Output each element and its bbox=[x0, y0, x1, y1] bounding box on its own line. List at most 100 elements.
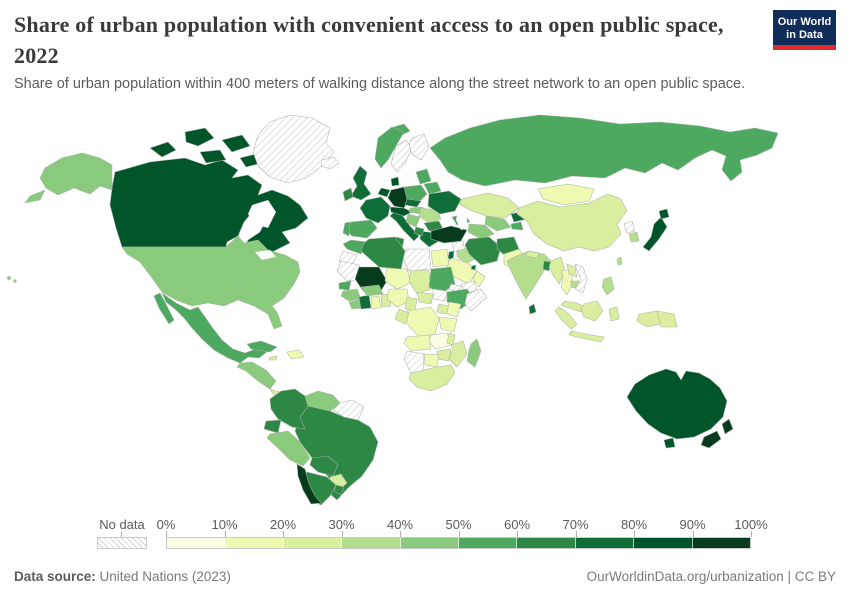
country-kenya[interactable] bbox=[446, 301, 462, 318]
country-france[interactable] bbox=[359, 196, 391, 224]
country-peru[interactable] bbox=[266, 430, 311, 467]
country-madagascar[interactable] bbox=[466, 338, 482, 368]
color-scale-segment[interactable] bbox=[517, 538, 576, 548]
country-tanzania[interactable] bbox=[438, 316, 458, 333]
owid-logo[interactable]: Our World in Data bbox=[773, 10, 836, 50]
country-greenland[interactable] bbox=[252, 114, 335, 184]
country-ireland[interactable] bbox=[342, 187, 354, 202]
color-scale-segment[interactable] bbox=[342, 538, 401, 548]
country-north-korea[interactable] bbox=[623, 220, 636, 234]
color-scale-segment[interactable] bbox=[225, 538, 284, 548]
color-scale-segment[interactable] bbox=[634, 538, 693, 548]
country-senegal[interactable] bbox=[338, 280, 352, 291]
country-malaysia[interactable] bbox=[560, 300, 586, 313]
country-hawaii-2[interactable] bbox=[13, 279, 17, 283]
country-canada-arctic-4[interactable] bbox=[199, 149, 227, 164]
country-denmark[interactable] bbox=[390, 176, 400, 187]
country-uk[interactable] bbox=[350, 165, 372, 201]
country-albania[interactable] bbox=[413, 226, 425, 237]
country-japan[interactable] bbox=[642, 216, 668, 252]
country-belarus[interactable] bbox=[423, 181, 442, 195]
country-png[interactable] bbox=[656, 310, 678, 328]
country-guyanas[interactable] bbox=[332, 399, 365, 421]
country-taiwan[interactable] bbox=[616, 256, 623, 266]
country-burkina-faso[interactable] bbox=[360, 284, 384, 297]
country-qatar[interactable] bbox=[470, 264, 477, 271]
color-scale-segment[interactable] bbox=[400, 538, 460, 548]
country-baja[interactable] bbox=[153, 292, 175, 325]
country-chad[interactable] bbox=[408, 268, 432, 295]
country-india[interactable] bbox=[506, 250, 552, 300]
color-scale-segment[interactable] bbox=[692, 538, 751, 548]
country-alaska[interactable] bbox=[39, 152, 113, 196]
color-scale-segment[interactable] bbox=[283, 538, 343, 548]
no-data-swatch[interactable] bbox=[97, 537, 147, 549]
country-hokkaido[interactable] bbox=[658, 208, 670, 220]
country-canada-arctic-3[interactable] bbox=[221, 134, 251, 153]
country-somalia[interactable] bbox=[464, 288, 488, 312]
country-baltics[interactable] bbox=[415, 168, 432, 185]
country-zambia[interactable] bbox=[428, 332, 452, 350]
country-dr-congo[interactable] bbox=[406, 306, 440, 338]
country-china[interactable] bbox=[516, 193, 628, 252]
country-bangladesh[interactable] bbox=[542, 260, 552, 272]
country-libya[interactable] bbox=[401, 248, 432, 272]
country-oman[interactable] bbox=[472, 270, 486, 288]
country-czechia-slovakia[interactable] bbox=[404, 198, 422, 208]
country-south-korea[interactable] bbox=[628, 231, 640, 243]
country-central-america-north[interactable] bbox=[236, 361, 277, 390]
country-finland[interactable] bbox=[408, 133, 430, 161]
credit-link[interactable]: OurWorldinData.org/urbanization | CC BY bbox=[586, 569, 836, 584]
country-algeria[interactable] bbox=[360, 236, 406, 270]
country-botswana[interactable] bbox=[423, 353, 440, 368]
country-jamaica[interactable] bbox=[268, 355, 278, 361]
country-tajikistan[interactable] bbox=[510, 221, 524, 231]
country-niger[interactable] bbox=[384, 266, 412, 290]
country-mongolia[interactable] bbox=[537, 183, 595, 206]
country-java[interactable] bbox=[568, 330, 605, 343]
country-myanmar[interactable] bbox=[548, 256, 566, 285]
country-turkey[interactable] bbox=[430, 225, 468, 244]
country-cuba[interactable] bbox=[246, 340, 278, 353]
country-laos[interactable] bbox=[566, 263, 578, 278]
country-colombia[interactable] bbox=[269, 388, 309, 430]
country-congo-gabon[interactable] bbox=[394, 308, 410, 325]
country-south-africa[interactable] bbox=[408, 364, 456, 392]
country-iran[interactable] bbox=[464, 236, 502, 266]
country-hawaii[interactable] bbox=[7, 276, 11, 280]
country-south-sudan[interactable] bbox=[432, 288, 448, 302]
country-sweden[interactable] bbox=[390, 139, 413, 173]
country-aleutians[interactable] bbox=[24, 189, 46, 204]
country-ecuador[interactable] bbox=[263, 419, 282, 434]
country-norway[interactable] bbox=[374, 126, 405, 169]
country-sri-lanka[interactable] bbox=[528, 303, 537, 315]
country-guinea[interactable] bbox=[340, 288, 362, 302]
country-hispaniola[interactable] bbox=[286, 349, 305, 360]
country-uzbekistan[interactable] bbox=[484, 215, 512, 232]
country-nz-south[interactable] bbox=[700, 430, 722, 449]
country-philippines[interactable] bbox=[601, 276, 615, 296]
country-ghana[interactable] bbox=[370, 295, 382, 310]
country-vietnam[interactable] bbox=[574, 263, 588, 294]
country-portugal[interactable] bbox=[342, 221, 351, 237]
country-borneo[interactable] bbox=[580, 300, 604, 322]
country-nepal[interactable] bbox=[525, 250, 540, 259]
color-scale-segment[interactable] bbox=[459, 538, 518, 548]
country-italy[interactable] bbox=[389, 211, 420, 242]
country-kazakhstan[interactable] bbox=[458, 192, 520, 219]
country-tasmania[interactable] bbox=[663, 437, 676, 449]
country-australia[interactable] bbox=[626, 368, 728, 440]
country-poland[interactable] bbox=[403, 184, 428, 203]
country-uruguay[interactable] bbox=[333, 484, 345, 496]
country-egypt[interactable] bbox=[430, 248, 450, 268]
country-sumatra[interactable] bbox=[554, 306, 578, 330]
country-mozambique[interactable] bbox=[448, 340, 468, 368]
country-cameroon[interactable] bbox=[404, 296, 418, 312]
country-chile[interactable] bbox=[296, 463, 322, 505]
country-malawi[interactable] bbox=[446, 332, 456, 346]
country-turkmenistan[interactable] bbox=[467, 223, 495, 240]
color-scale-segment[interactable] bbox=[575, 538, 635, 548]
color-scale-segment[interactable] bbox=[167, 538, 226, 548]
country-benelux[interactable] bbox=[377, 187, 391, 198]
country-nz-north[interactable] bbox=[721, 418, 734, 435]
